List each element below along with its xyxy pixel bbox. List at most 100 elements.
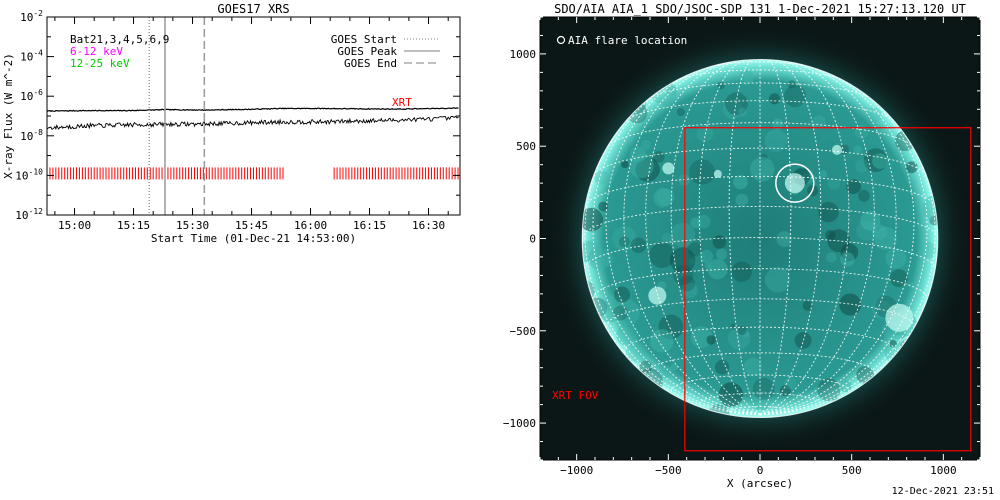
texture-blob [716, 248, 728, 260]
texture-blob [735, 193, 749, 207]
active-region [885, 303, 914, 332]
flare-location-marker [775, 163, 815, 203]
series-line [46, 107, 459, 113]
x-tick-label: 500 [842, 464, 862, 477]
texture-blob [839, 293, 862, 316]
texture-blob [704, 262, 711, 269]
texture-blob [787, 80, 796, 89]
texture-blob [742, 330, 749, 338]
texture-blob [613, 299, 640, 326]
texture-blob [587, 247, 612, 271]
active-region [784, 173, 805, 194]
longitude-line [759, 229, 938, 416]
x-tick-label: 1000 [930, 464, 957, 477]
texture-blob [730, 323, 738, 331]
texture-blob [846, 179, 862, 195]
texture-blob [727, 326, 751, 350]
longitude-line [728, 59, 761, 415]
texture-blob [659, 365, 673, 379]
texture-blob [802, 300, 813, 311]
x-tick-label: 0 [757, 464, 764, 477]
texture-blob [885, 247, 907, 269]
texture-blob [614, 286, 631, 303]
texture-blob [613, 305, 629, 321]
active-region [832, 144, 842, 155]
texture-blob [718, 382, 744, 407]
y-tick-label: 10-10 [15, 167, 43, 182]
texture-blob [669, 247, 696, 273]
series-line [46, 115, 459, 131]
texture-blob [678, 275, 695, 292]
texture-blob [918, 241, 936, 259]
texture-blob [874, 226, 898, 250]
longitude-line [759, 67, 915, 416]
texture-blob [860, 210, 881, 231]
texture-blob [783, 376, 797, 390]
texture-blob [769, 93, 781, 105]
texture-blob [826, 252, 837, 263]
y-tick-label: −1000 [503, 417, 536, 430]
legend-left-entry: Bat21,3,4,5,6,9 [70, 33, 169, 46]
x-tick-label: 15:15 [117, 219, 150, 232]
texture-blob [764, 129, 788, 153]
texture-blob [889, 269, 908, 288]
image-title: SDO/AIA AIA_1 SDO/JSOC-SDP 131 1-Dec-202… [554, 2, 966, 16]
y-tick-label: −500 [510, 325, 537, 338]
x-tick-label: 16:00 [294, 219, 327, 232]
texture-blob [818, 169, 828, 179]
texture-blob [594, 170, 609, 185]
longitude-line [584, 109, 761, 416]
longitude-line [759, 76, 928, 416]
helio-grid [582, 59, 938, 416]
longitude-line [759, 59, 792, 415]
texture-blob [737, 326, 747, 336]
goes-xrs-chart: GOES17 XRS 10-12 10-10 10-8 10-6 10-4 10-2 15:0… [2, 2, 461, 245]
texture-blob [621, 160, 629, 169]
texture-blob [752, 377, 775, 400]
texture-blob [784, 85, 807, 108]
texture-blob [653, 188, 673, 208]
texture-blob [827, 177, 840, 190]
texture-blob [626, 341, 648, 363]
aia-image-panel: SDO/AIA AIA_1 SDO/JSOC-SDP 131 1-Dec-202… [503, 2, 981, 490]
active-region [662, 162, 675, 175]
legend-circle-icon [556, 35, 566, 45]
longitude-line [582, 229, 761, 416]
texture-blob [699, 249, 714, 264]
y-tick-label: 1000 [510, 48, 537, 61]
latitude-line [584, 175, 936, 207]
legend-right-entry: GOES Start [331, 33, 397, 46]
x-tick-label: 16:30 [412, 219, 445, 232]
texture-blob [738, 107, 747, 117]
longitude-line [623, 62, 761, 416]
latitude-line [607, 122, 913, 147]
texture-blob [839, 379, 852, 393]
texture-blob [750, 390, 771, 411]
longitude-line [759, 59, 822, 416]
y-tick-label: 10-2 [20, 9, 43, 24]
x-tick-label: −500 [655, 464, 682, 477]
texture-blob [696, 214, 711, 229]
limb-outline [581, 58, 939, 419]
x-tick-label: −1000 [560, 464, 593, 477]
texture-blob [690, 326, 713, 348]
texture-blob [866, 107, 883, 123]
x-axis-label: Start Time (01-Dec-21 14:53:00) [151, 232, 356, 245]
texture-blob [670, 222, 696, 248]
legend-right-entry: GOES Peak [337, 45, 397, 58]
texture-blob [616, 323, 639, 346]
y-tick-label: 10-8 [20, 128, 43, 143]
chart-title: GOES17 XRS [217, 2, 289, 16]
texture-blob [840, 243, 859, 262]
texture-blob [725, 92, 748, 116]
texture-blob [743, 357, 763, 377]
texture-blob [855, 159, 869, 173]
texture-blob [776, 231, 793, 247]
texture-blob [706, 335, 716, 345]
latitude-line [592, 268, 928, 299]
texture-blob [858, 189, 870, 202]
texture-blob [707, 259, 728, 280]
texture-blob [733, 174, 748, 190]
texture-blob [678, 174, 690, 186]
texture-blob [739, 69, 755, 85]
